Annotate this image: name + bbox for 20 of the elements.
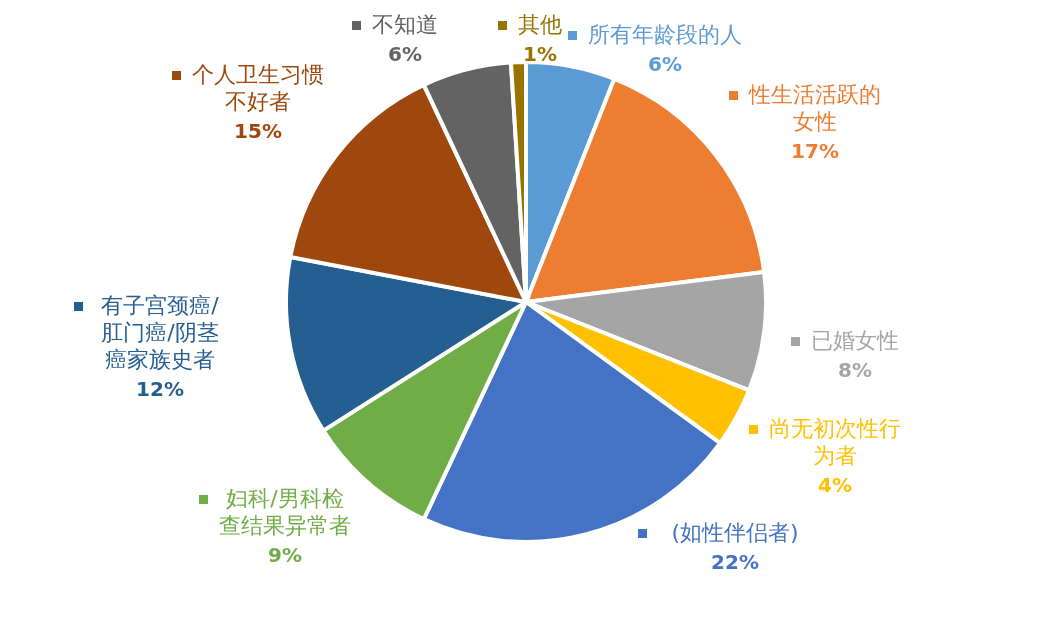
data-label: 6% bbox=[648, 52, 682, 76]
legend-label: 不知道 bbox=[372, 11, 438, 37]
legend-label: 已婚女性 bbox=[811, 327, 899, 353]
legend-label: 尚无初次性行为者 bbox=[769, 415, 901, 468]
legend-label: 有子宫颈癌/肛门癌/阴茎癌家族史者 bbox=[101, 292, 220, 372]
legend-label: (如性伴侣者) bbox=[671, 519, 799, 545]
data-label: 4% bbox=[818, 473, 852, 497]
data-label: 6% bbox=[388, 42, 422, 66]
data-label: 9% bbox=[268, 543, 302, 567]
data-label: 17% bbox=[791, 139, 839, 163]
data-label: 1% bbox=[523, 42, 557, 66]
legend-label: 妇科/男科检查结果异常者 bbox=[219, 485, 351, 538]
legend-label: 所有年龄段的人 bbox=[588, 21, 742, 47]
legend-label: 其他 bbox=[518, 11, 562, 37]
data-label: 8% bbox=[838, 358, 872, 382]
data-label: 22% bbox=[711, 550, 759, 574]
legend-label: 个人卫生习惯不好者 bbox=[192, 61, 324, 114]
legend-label: 性生活活跃的女性 bbox=[748, 81, 881, 134]
data-label: 12% bbox=[136, 377, 184, 401]
data-label: 15% bbox=[234, 119, 282, 143]
